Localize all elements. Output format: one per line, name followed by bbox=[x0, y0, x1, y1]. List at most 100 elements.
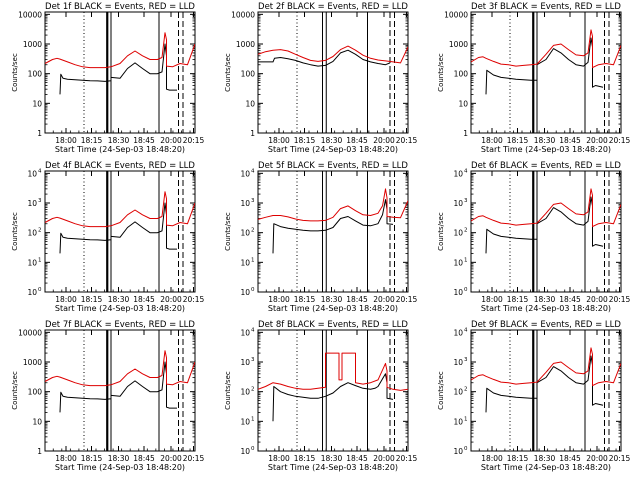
y-tick-label: 10 bbox=[32, 417, 42, 426]
y-axis-label: Counts/sec bbox=[11, 53, 19, 92]
plot-frame bbox=[470, 11, 622, 134]
y-tick-base-label: 10 bbox=[453, 328, 463, 337]
x-tick-label: 20:00 bbox=[373, 136, 395, 145]
y-tick-label: 3 bbox=[464, 198, 468, 204]
events-series-line bbox=[59, 361, 177, 413]
y-axis-label: Counts/sec bbox=[11, 212, 19, 251]
y-tick-label: 1000 bbox=[236, 40, 255, 49]
y-tick-label: 3 bbox=[251, 357, 255, 363]
y-tick-base-label: 10 bbox=[27, 169, 37, 178]
y-tick-label: 0 bbox=[464, 446, 468, 452]
x-tick-label: 18:15 bbox=[81, 295, 103, 304]
panel-title: Det 8f BLACK = Events, RED = LLD bbox=[258, 320, 408, 330]
y-tick-base-label: 10 bbox=[240, 417, 250, 426]
events-series-line bbox=[485, 355, 604, 413]
x-tick-label: 20:00 bbox=[586, 295, 608, 304]
y-tick-label: 10000 bbox=[18, 10, 42, 19]
y-tick-label: 10 bbox=[245, 99, 255, 108]
panel-title: Det 9f BLACK = Events, RED = LLD bbox=[471, 320, 621, 330]
time-markers bbox=[83, 12, 184, 133]
y-tick-base-label: 10 bbox=[240, 169, 250, 178]
events-series-line bbox=[272, 373, 394, 422]
y-tick-label: 10000 bbox=[444, 10, 468, 19]
series-group bbox=[45, 32, 195, 95]
x-tick-label: 18:00 bbox=[481, 295, 503, 304]
plot-frame bbox=[257, 329, 409, 452]
y-tick-label: 10 bbox=[458, 99, 468, 108]
x-tick-label: 20:15 bbox=[396, 136, 418, 145]
series-group bbox=[258, 45, 408, 67]
y-tick-base-label: 10 bbox=[27, 199, 37, 208]
plot-frame bbox=[470, 170, 622, 293]
x-tick-label: 18:00 bbox=[481, 136, 503, 145]
x-tick-label: 18:15 bbox=[81, 136, 103, 145]
y-tick-label: 2 bbox=[251, 387, 255, 393]
x-tick-label: 18:00 bbox=[55, 295, 77, 304]
x-tick-label: 18:45 bbox=[133, 136, 155, 145]
y-tick-label: 10000 bbox=[18, 328, 42, 337]
x-tick-label: 18:15 bbox=[294, 454, 316, 463]
lld-series-line bbox=[45, 350, 195, 387]
y-tick-label: 10 bbox=[32, 99, 42, 108]
x-axis-label: Start Time (24-Sep-03 18:48:20) bbox=[55, 463, 185, 472]
x-tick-label: 18:30 bbox=[534, 295, 556, 304]
x-tick-label: 20:15 bbox=[609, 136, 631, 145]
y-tick-label: 4 bbox=[38, 168, 42, 174]
plot-frame bbox=[257, 11, 409, 134]
series-group bbox=[258, 188, 408, 254]
y-tick-label: 100 bbox=[241, 70, 256, 79]
y-tick-base-label: 10 bbox=[27, 288, 37, 297]
x-tick-label: 20:15 bbox=[609, 295, 631, 304]
events-series-line bbox=[59, 202, 177, 254]
time-markers bbox=[296, 330, 395, 451]
plot-frame bbox=[470, 329, 622, 452]
y-tick-base-label: 10 bbox=[453, 288, 463, 297]
x-tick-label: 20:00 bbox=[160, 454, 182, 463]
y-tick-base-label: 10 bbox=[453, 358, 463, 367]
y-tick-label: 4 bbox=[251, 327, 255, 333]
y-tick-base-label: 10 bbox=[453, 447, 463, 456]
events-series-line bbox=[59, 43, 177, 95]
y-tick-base-label: 10 bbox=[240, 388, 250, 397]
y-axis-label: Counts/sec bbox=[437, 212, 445, 251]
y-tick-label: 0 bbox=[464, 287, 468, 293]
y-tick-label: 10000 bbox=[231, 10, 255, 19]
panel-title: Det 7f BLACK = Events, RED = LLD bbox=[45, 320, 195, 330]
y-tick-base-label: 10 bbox=[453, 169, 463, 178]
x-axis-label: Start Time (24-Sep-03 18:48:20) bbox=[481, 304, 611, 313]
x-tick-label: 20:00 bbox=[586, 454, 608, 463]
x-axis-label: Start Time (24-Sep-03 18:48:20) bbox=[268, 304, 398, 313]
x-axis-label: Start Time (24-Sep-03 18:48:20) bbox=[268, 145, 398, 154]
y-tick-base-label: 10 bbox=[453, 417, 463, 426]
panel-det-1: Det 1f BLACK = Events, RED = LLD 1 10 100 10… bbox=[11, 2, 205, 154]
y-tick-base-label: 10 bbox=[453, 199, 463, 208]
x-tick-label: 18:45 bbox=[346, 295, 368, 304]
lld-series-line bbox=[258, 188, 408, 222]
x-tick-label: 18:30 bbox=[321, 454, 343, 463]
x-tick-label: 20:00 bbox=[373, 295, 395, 304]
time-markers bbox=[83, 171, 184, 292]
y-tick-label: 1 bbox=[38, 257, 42, 263]
x-tick-label: 18:15 bbox=[294, 295, 316, 304]
panel-det-2: Det 2f BLACK = Events, RED = LLD 1 10 100 10… bbox=[224, 2, 418, 154]
y-tick-label: 2 bbox=[464, 387, 468, 393]
lld-series-line bbox=[258, 45, 408, 64]
y-axis-label: Counts/sec bbox=[224, 212, 232, 251]
y-tick-label: 1 bbox=[464, 416, 468, 422]
time-markers bbox=[509, 171, 610, 292]
x-tick-label: 20:15 bbox=[183, 454, 205, 463]
panel-det-7: Det 7f BLACK = Events, RED = LLD 1 10 100 10… bbox=[11, 320, 205, 472]
series-group bbox=[471, 347, 621, 413]
plot-frame bbox=[44, 11, 196, 134]
y-tick-base-label: 10 bbox=[453, 388, 463, 397]
y-tick-base-label: 10 bbox=[240, 358, 250, 367]
y-tick-label: 0 bbox=[251, 446, 255, 452]
lld-series-line bbox=[45, 32, 195, 69]
series-group bbox=[471, 29, 621, 95]
y-tick-label: 1000 bbox=[449, 40, 468, 49]
y-tick-label: 1 bbox=[463, 129, 468, 138]
y-tick-label: 1000 bbox=[23, 358, 42, 367]
time-markers bbox=[296, 171, 395, 292]
